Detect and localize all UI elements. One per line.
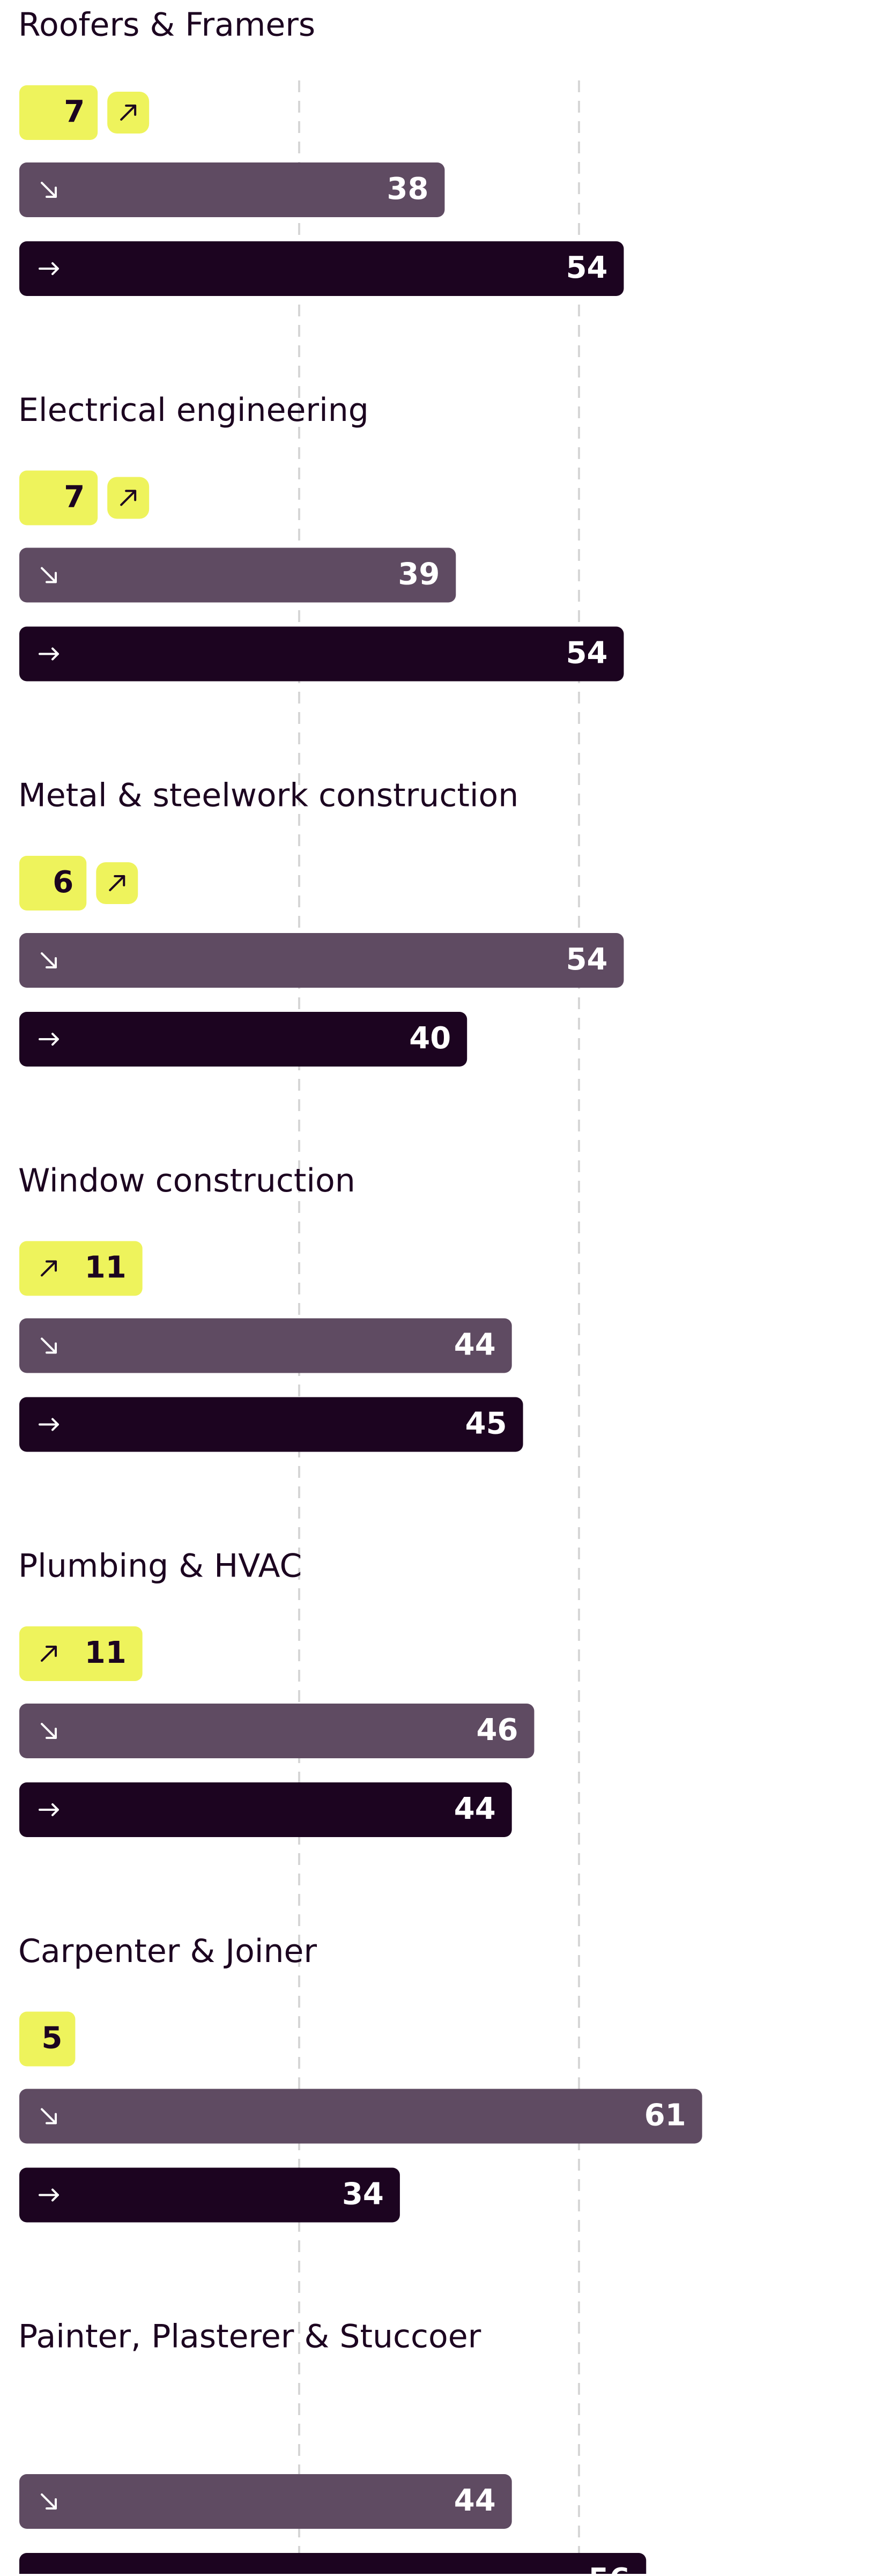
arrow-stroke — [41, 2108, 57, 2125]
arrow-icon — [41, 1723, 57, 1739]
bar-value: 11 — [85, 1635, 127, 1670]
arrow-stroke — [39, 2188, 59, 2202]
bar-value: 44 — [454, 2483, 496, 2518]
bar-flat — [19, 2553, 647, 2576]
arrow-stroke — [41, 1723, 57, 1739]
arrow-stroke — [39, 647, 59, 661]
bar-down — [19, 162, 445, 217]
arrow-icon — [41, 1337, 57, 1354]
arrow-icon — [41, 1260, 57, 1277]
arrow-icon — [39, 1418, 59, 1431]
bar-up — [19, 85, 98, 140]
bar-flat — [19, 241, 624, 296]
bar-down — [19, 1704, 534, 1758]
bar-up — [19, 1241, 143, 1296]
bar-down — [19, 2474, 512, 2529]
group-title: Electrical engineering — [18, 391, 369, 429]
bar-flat — [19, 1397, 523, 1452]
arrow-icon — [41, 567, 57, 583]
arrow-icon — [39, 1803, 59, 1816]
group-title: Painter, Plasterer & Stuccoer — [18, 2318, 481, 2356]
arrow-stroke — [120, 105, 137, 121]
bar-value: 39 — [398, 557, 440, 592]
arrow-icon — [41, 952, 57, 968]
bar-up — [19, 856, 87, 911]
bar-value: 54 — [566, 942, 608, 977]
bar-value: 56 — [588, 2562, 630, 2574]
bar-value: 7 — [64, 480, 85, 515]
arrow-icon — [41, 1646, 57, 1662]
bar-value: 46 — [477, 1713, 518, 1748]
bar-up — [19, 1626, 143, 1681]
arrow-stroke — [39, 262, 59, 275]
arrow-stroke — [41, 567, 57, 583]
bar-value: 54 — [566, 636, 608, 671]
arrow-icon — [120, 105, 137, 121]
bar-flat — [19, 1012, 467, 1067]
arrow-icon — [39, 647, 59, 661]
arrow-stroke — [109, 875, 125, 891]
bar-value: 11 — [85, 1250, 127, 1285]
arrow-icon — [109, 875, 125, 891]
arrow-stroke — [41, 2493, 57, 2510]
bar-down — [19, 2089, 702, 2144]
bar-value: 54 — [566, 250, 608, 285]
bar-value: 5 — [41, 2021, 62, 2056]
arrow-stroke — [41, 1260, 57, 1277]
bar-flat — [19, 2167, 400, 2223]
bar-value: 38 — [387, 172, 429, 206]
bar-value: 34 — [342, 2177, 384, 2212]
bar-down — [19, 933, 624, 988]
bar-value: 44 — [454, 1328, 496, 1363]
arrow-icon — [120, 490, 137, 506]
group-title: Roofers & Framers — [18, 6, 315, 44]
bar-down — [19, 1318, 512, 1373]
arrow-stroke — [41, 1646, 57, 1662]
bar-value: 7 — [64, 94, 85, 129]
arrow-stroke — [41, 952, 57, 968]
arrow-icon — [39, 2188, 59, 2202]
arrow-icon — [41, 2493, 57, 2510]
bar-up — [19, 2011, 76, 2067]
arrow-stroke — [39, 1418, 59, 1431]
arrow-icon — [39, 262, 59, 275]
bar-flat — [19, 1782, 512, 1837]
group-title: Metal & steelwork construction — [18, 777, 518, 815]
group-title: Carpenter & Joiner — [18, 1933, 317, 1970]
group-title: Plumbing & HVAC — [18, 1548, 302, 1585]
bar-up — [19, 470, 98, 525]
bar-value: 6 — [53, 865, 73, 900]
arrow-stroke — [120, 490, 137, 506]
arrow-stroke — [41, 1337, 57, 1354]
bar-flat — [19, 626, 624, 682]
bar-value: 45 — [465, 1407, 507, 1441]
bar-down — [19, 547, 456, 603]
arrow-icon — [41, 182, 57, 198]
bar-value: 40 — [409, 1021, 451, 1056]
arrow-stroke — [39, 1033, 59, 1046]
bar-value: 61 — [644, 2098, 686, 2133]
arrow-stroke — [39, 1803, 59, 1816]
arrow-icon — [39, 1033, 59, 1046]
arrow-icon — [41, 2108, 57, 2125]
arrow-stroke — [41, 182, 57, 198]
group-title: Window construction — [18, 1162, 355, 1200]
bar-value: 44 — [454, 1792, 496, 1826]
